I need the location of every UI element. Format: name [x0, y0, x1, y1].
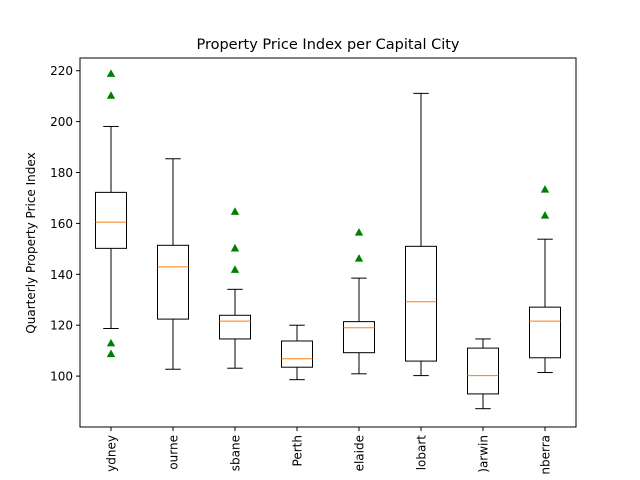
outlier-marker: [230, 207, 240, 215]
iqr-box: [281, 340, 313, 368]
outlier-marker: [230, 265, 240, 273]
box-darwin: [467, 338, 499, 410]
outlier-marker: [106, 91, 116, 99]
iqr-box: [219, 314, 251, 340]
box-brisbane: [219, 207, 251, 369]
box-perth: [281, 324, 313, 381]
iqr-box: [529, 306, 561, 359]
x-tick-label: elaide: [353, 435, 367, 471]
y-tick-label: 180: [50, 166, 73, 180]
outlier-marker: [106, 349, 116, 358]
box-canberra: [529, 185, 561, 374]
iqr-box: [405, 245, 437, 362]
plot-area: [95, 69, 561, 410]
outlier-marker: [540, 211, 550, 219]
box-melbourne: [157, 158, 189, 370]
y-tick-label: 220: [50, 64, 73, 78]
x-tick-label: )arwin: [477, 435, 491, 473]
x-tick-label: ourne: [167, 435, 181, 470]
x-tick-label: ydney: [105, 435, 119, 472]
iqr-box: [157, 244, 189, 320]
y-tick-label: 160: [50, 217, 73, 231]
x-tick-label: Perth: [291, 435, 305, 466]
outlier-marker: [230, 243, 240, 252]
box-adelaide: [343, 228, 375, 375]
iqr-box: [343, 321, 375, 354]
outlier-marker: [106, 338, 116, 347]
outlier-marker: [540, 185, 550, 193]
x-tick-label: sbane: [229, 435, 243, 471]
y-tick-label: 100: [50, 370, 73, 384]
iqr-box: [95, 191, 127, 249]
iqr-box: [467, 347, 499, 395]
outlier-marker: [354, 228, 364, 236]
x-tick-label: nberra: [539, 435, 553, 475]
outlier-marker: [354, 254, 364, 262]
box-sydney: [95, 69, 127, 358]
x-tick-label: lobart: [415, 435, 429, 471]
y-tick-label: 140: [50, 268, 73, 282]
box-hobart: [405, 92, 437, 377]
y-tick-label: 120: [50, 319, 73, 333]
y-tick-label: 200: [50, 115, 73, 129]
y-axis-label: Quarterly Property Price Index: [24, 152, 38, 333]
outlier-marker: [106, 69, 116, 77]
chart-title: Property Price Index per Capital City: [196, 37, 459, 53]
axes-frame: [79, 57, 577, 428]
